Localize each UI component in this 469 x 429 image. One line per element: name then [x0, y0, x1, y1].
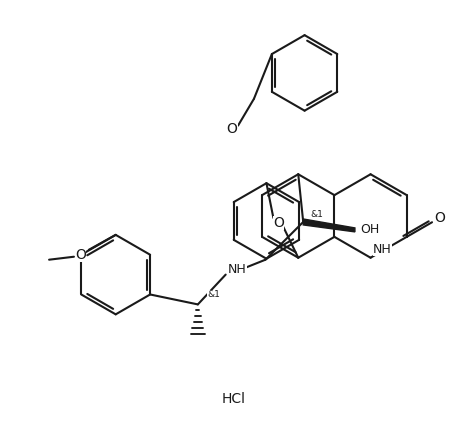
Text: O: O: [227, 121, 237, 136]
Text: NH: NH: [228, 263, 247, 276]
Text: OH: OH: [360, 224, 379, 236]
Text: HCl: HCl: [222, 392, 246, 406]
Text: O: O: [273, 216, 284, 230]
Text: &1: &1: [207, 290, 220, 299]
Polygon shape: [303, 219, 355, 232]
Text: &1: &1: [310, 209, 324, 218]
Text: O: O: [435, 211, 446, 225]
Text: NH: NH: [373, 243, 392, 256]
Text: O: O: [76, 248, 86, 262]
